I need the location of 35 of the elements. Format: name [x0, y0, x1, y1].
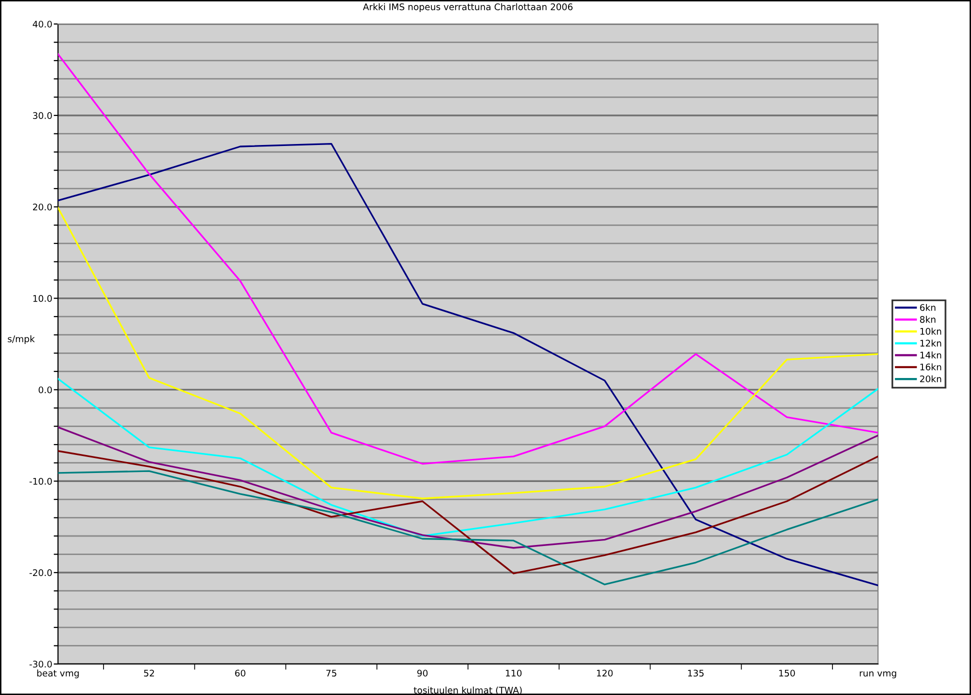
chart-title: Arkki IMS nopeus verrattuna Charlottaan 2006	[362, 3, 573, 12]
x-tick-label: 135	[688, 670, 704, 677]
y-tick-label: -30.0	[30, 660, 52, 668]
y-tick-label: 0.0	[38, 386, 52, 394]
line-series	[58, 142, 878, 586]
legend-label: 10kn	[920, 328, 942, 335]
legend-label: 8kn	[920, 316, 936, 323]
y-tick-label: -10.0	[30, 478, 52, 485]
x-tick-label: 120	[597, 670, 613, 677]
x-tick-label: beat vmg	[37, 670, 79, 678]
x-tick-label: 110	[506, 670, 522, 677]
x-axis-title: tosituulen kulmat (TWA)	[414, 686, 522, 695]
x-tick-label: 150	[779, 670, 795, 677]
y-axis-title: s/mpk	[8, 335, 35, 344]
y-tick-label: 40.0	[32, 20, 52, 28]
legend-label: 16kn	[920, 363, 942, 370]
line-series	[58, 450, 878, 574]
legend-label: 12kn	[920, 340, 942, 346]
line-series	[58, 53, 878, 465]
legend-label: 14kn	[920, 352, 942, 358]
x-tick-label: 75	[326, 670, 336, 677]
x-tick-label: run vmg	[860, 671, 896, 678]
line-series	[58, 378, 878, 537]
line-series	[58, 470, 878, 586]
x-tick-label: 60	[235, 670, 246, 677]
legend-label: 6kn	[920, 304, 936, 311]
y-tick-label: -20.0	[30, 569, 52, 576]
x-tick-label: 90	[417, 670, 428, 677]
legend-label: 20kn	[920, 375, 942, 382]
line-series	[58, 206, 878, 500]
line-series	[58, 426, 878, 549]
x-tick-label: 52	[144, 670, 154, 677]
y-tick-label: 10.0	[33, 295, 52, 302]
y-tick-label: 30.0	[33, 112, 52, 119]
y-tick-label: 20.0	[33, 204, 52, 210]
